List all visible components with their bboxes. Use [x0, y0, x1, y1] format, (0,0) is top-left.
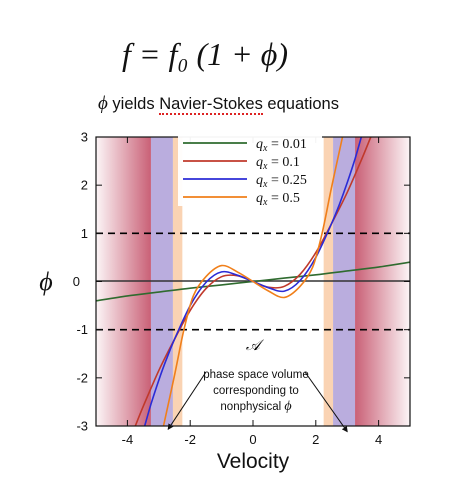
subtitle: ϕ yields Navier-Stokes equations: [98, 93, 339, 115]
y-tick-label-3: 0: [73, 274, 80, 289]
x-tick-label-3: 2: [312, 432, 319, 447]
annotation-line-3: nonphysical ϕ: [220, 399, 291, 414]
series-lines: [96, 137, 410, 426]
annotation-symbol: 𝒜: [246, 336, 265, 354]
legend-label-2: qx = 0.25: [256, 173, 307, 190]
y-tick-label-0: -3: [76, 419, 88, 434]
legend-label-1: qx = 0.1: [256, 155, 300, 172]
subtitle-pre: yields: [107, 95, 160, 113]
x-axis-label: Velocity: [217, 450, 290, 473]
series-line-3: [162, 137, 344, 426]
annotation-arrow-1: [304, 371, 348, 433]
x-tick-label-1: -2: [184, 432, 196, 447]
formula-text: f = f₀ (1 + ϕ): [122, 36, 288, 72]
y-tick-label-6: 3: [81, 130, 88, 145]
y-tick-label-4: 1: [81, 226, 88, 241]
reference-lines: [96, 232, 410, 331]
x-tick-label-0: -4: [122, 432, 134, 447]
annotation: 𝒜 phase space volume corresponding to no…: [167, 336, 348, 433]
annotation-arrow-0: [167, 371, 207, 431]
x-tick-label-2: 0: [249, 432, 256, 447]
annotation-line-1: phase space volume: [203, 369, 308, 381]
x-tick-label-4: 4: [375, 432, 382, 447]
annotation-arrows: [167, 371, 348, 433]
y-tick-label-1: -2: [76, 370, 88, 385]
subtitle-navier-stokes: Navier-Stokes: [159, 95, 263, 115]
subtitle-post: equations: [262, 95, 339, 113]
y-axis-label: ϕ: [39, 267, 52, 296]
subtitle-phi-symbol: ϕ: [98, 93, 108, 114]
y-tick-label-2: -1: [76, 322, 88, 337]
axis-ticks: -4 -2 0 2 4 -3 -2 -1 0 1 2 3: [73, 130, 410, 447]
annotation-line-2: corresponding to: [213, 385, 299, 397]
legend-label-3: qx = 0.5: [256, 191, 300, 208]
formula-title: f = f₀ (1 + ϕ): [122, 36, 288, 73]
legend-label-0: qx = 0.01: [256, 137, 307, 154]
y-tick-label-5: 2: [81, 178, 88, 193]
